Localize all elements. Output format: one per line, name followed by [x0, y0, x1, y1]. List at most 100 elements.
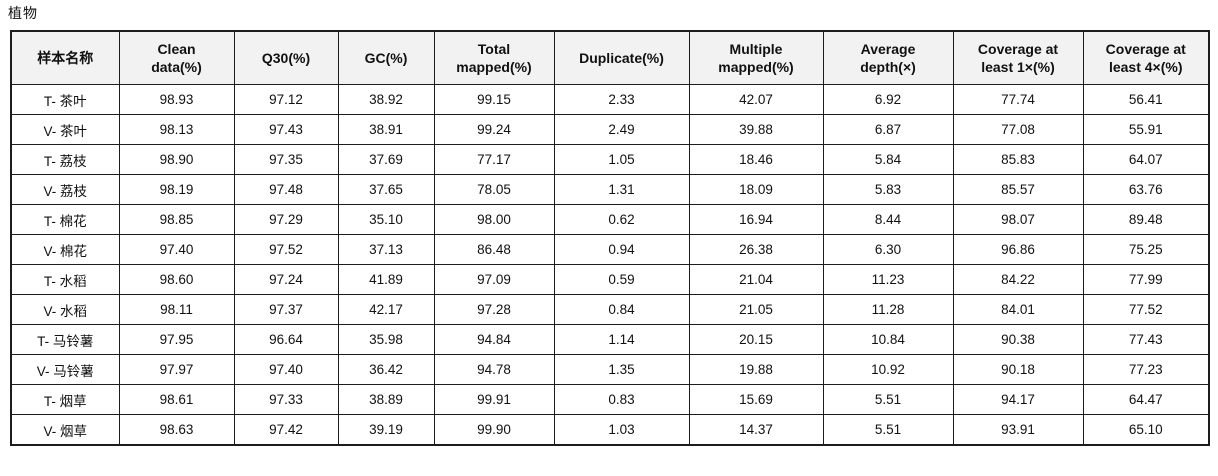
- value-cell: 98.19: [118, 174, 235, 205]
- value-cell: 99.15: [433, 84, 555, 115]
- value-cell: 5.84: [822, 144, 954, 175]
- value-cell: 8.44: [822, 204, 954, 235]
- value-cell: 77.43: [1082, 324, 1210, 355]
- value-cell: 5.83: [822, 174, 954, 205]
- table-row: T- 荔枝 98.90 97.35 37.69 77.17 1.05 18.46 5.84 85…: [10, 144, 1210, 175]
- column-header-9: Coverage at least 4×(%): [1082, 30, 1210, 85]
- value-cell: 10.84: [822, 324, 954, 355]
- value-cell: 98.85: [118, 204, 235, 235]
- value-cell: 10.92: [822, 354, 954, 385]
- value-cell: 2.49: [553, 114, 690, 145]
- column-header-4: Total mapped(%): [433, 30, 555, 85]
- value-cell: 0.59: [553, 264, 690, 295]
- value-cell: 97.95: [118, 324, 235, 355]
- value-cell: 35.10: [337, 204, 435, 235]
- value-cell: 38.89: [337, 384, 435, 415]
- value-cell: 0.94: [553, 234, 690, 265]
- value-cell: 64.07: [1082, 144, 1210, 175]
- sample-name-cell: V- 茶叶: [10, 114, 120, 145]
- value-cell: 85.83: [952, 144, 1084, 175]
- value-cell: 94.78: [433, 354, 555, 385]
- column-header-2: Q30(%): [233, 30, 339, 85]
- value-cell: 99.24: [433, 114, 555, 145]
- value-cell: 97.12: [233, 84, 339, 115]
- value-cell: 15.69: [688, 384, 824, 415]
- value-cell: 97.43: [233, 114, 339, 145]
- value-cell: 6.92: [822, 84, 954, 115]
- value-cell: 14.37: [688, 414, 824, 446]
- value-cell: 97.40: [118, 234, 235, 265]
- value-cell: 97.35: [233, 144, 339, 175]
- table-row: V- 茶叶 98.13 97.43 38.91 99.24 2.49 39.88 6.87 77…: [10, 114, 1210, 145]
- value-cell: 97.48: [233, 174, 339, 205]
- value-cell: 86.48: [433, 234, 555, 265]
- sample-name-cell: V- 荔枝: [10, 174, 120, 205]
- value-cell: 97.29: [233, 204, 339, 235]
- value-cell: 98.11: [118, 294, 235, 325]
- table-row: V- 棉花 97.40 97.52 37.13 86.48 0.94 26.38 6.30 96…: [10, 234, 1210, 265]
- column-header-7: Average depth(×): [822, 30, 954, 85]
- value-cell: 98.13: [118, 114, 235, 145]
- value-cell: 5.51: [822, 414, 954, 446]
- value-cell: 97.52: [233, 234, 339, 265]
- value-cell: 78.05: [433, 174, 555, 205]
- column-header-5: Duplicate(%): [553, 30, 690, 85]
- value-cell: 2.33: [553, 84, 690, 115]
- value-cell: 64.47: [1082, 384, 1210, 415]
- value-cell: 38.92: [337, 84, 435, 115]
- sample-name-cell: T- 棉花: [10, 204, 120, 235]
- sample-name-cell: T- 水稻: [10, 264, 120, 295]
- value-cell: 94.17: [952, 384, 1084, 415]
- value-cell: 37.69: [337, 144, 435, 175]
- column-header-6: Multiple mapped(%): [688, 30, 824, 85]
- value-cell: 0.84: [553, 294, 690, 325]
- value-cell: 96.64: [233, 324, 339, 355]
- value-cell: 6.30: [822, 234, 954, 265]
- value-cell: 39.88: [688, 114, 824, 145]
- value-cell: 97.33: [233, 384, 339, 415]
- value-cell: 77.23: [1082, 354, 1210, 385]
- sample-name-cell: V- 烟草: [10, 414, 120, 446]
- value-cell: 98.93: [118, 84, 235, 115]
- column-header-8: Coverage at least 1×(%): [952, 30, 1084, 85]
- value-cell: 65.10: [1082, 414, 1210, 446]
- table-row: V- 荔枝 98.19 97.48 37.65 78.05 1.31 18.09 5.83 85…: [10, 174, 1210, 205]
- value-cell: 97.97: [118, 354, 235, 385]
- value-cell: 39.19: [337, 414, 435, 446]
- sample-name-cell: T- 荔枝: [10, 144, 120, 175]
- value-cell: 16.94: [688, 204, 824, 235]
- value-cell: 42.07: [688, 84, 824, 115]
- value-cell: 37.65: [337, 174, 435, 205]
- column-header-0: 样本名称: [10, 30, 120, 85]
- value-cell: 0.62: [553, 204, 690, 235]
- value-cell: 99.91: [433, 384, 555, 415]
- value-cell: 11.28: [822, 294, 954, 325]
- value-cell: 36.42: [337, 354, 435, 385]
- value-cell: 89.48: [1082, 204, 1210, 235]
- value-cell: 77.52: [1082, 294, 1210, 325]
- value-cell: 37.13: [337, 234, 435, 265]
- value-cell: 77.74: [952, 84, 1084, 115]
- value-cell: 21.04: [688, 264, 824, 295]
- table-row: T- 茶叶 98.93 97.12 38.92 99.15 2.33 42.07 6.92 77…: [10, 84, 1210, 115]
- sample-name-cell: V- 水稻: [10, 294, 120, 325]
- table-row: V- 烟草 98.63 97.42 39.19 99.90 1.03 14.37 5.51 93…: [10, 414, 1210, 446]
- table-header: 样本名称 Clean data(%) Q30(%) GC(%) Total mapped…: [10, 30, 1210, 85]
- value-cell: 90.18: [952, 354, 1084, 385]
- sample-name-cell: T- 马铃薯: [10, 324, 120, 355]
- value-cell: 98.90: [118, 144, 235, 175]
- value-cell: 84.22: [952, 264, 1084, 295]
- value-cell: 96.86: [952, 234, 1084, 265]
- value-cell: 75.25: [1082, 234, 1210, 265]
- value-cell: 1.05: [553, 144, 690, 175]
- value-cell: 1.14: [553, 324, 690, 355]
- value-cell: 98.61: [118, 384, 235, 415]
- value-cell: 56.41: [1082, 84, 1210, 115]
- value-cell: 1.03: [553, 414, 690, 446]
- value-cell: 85.57: [952, 174, 1084, 205]
- value-cell: 18.09: [688, 174, 824, 205]
- table-row: T- 棉花 98.85 97.29 35.10 98.00 0.62 16.94 8.44 98…: [10, 204, 1210, 235]
- value-cell: 55.91: [1082, 114, 1210, 145]
- value-cell: 97.40: [233, 354, 339, 385]
- value-cell: 98.00: [433, 204, 555, 235]
